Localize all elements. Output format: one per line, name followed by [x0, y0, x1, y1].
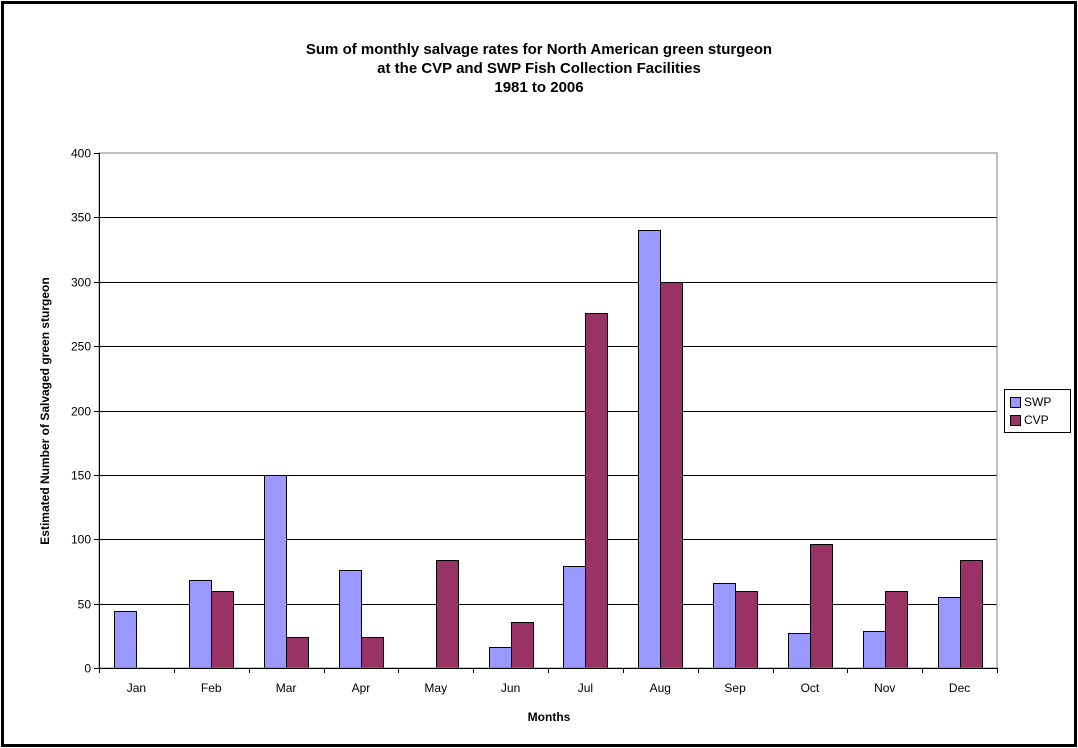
bar-swp-sep	[713, 583, 736, 669]
bar-swp-mar	[264, 475, 287, 669]
legend: SWP CVP	[1004, 389, 1071, 433]
bar-swp-jan	[114, 611, 137, 669]
y-tick-label: 200	[71, 405, 91, 419]
bar-cvp-apr	[361, 637, 384, 669]
bar-cvp-dec	[960, 560, 983, 669]
x-tick-label: Apr	[352, 681, 371, 695]
x-tick-labels: Jan Feb Mar Apr May Jun Jul Aug Sep Oct Nov Dec	[127, 681, 971, 695]
plot-area	[98, 152, 998, 669]
y-tick-labels: 0 50 100 150 200 250 300 350 400	[71, 147, 91, 676]
legend-label-swp: SWP	[1024, 395, 1052, 409]
x-tick-label: Sep	[724, 681, 746, 695]
bar-swp-aug	[638, 230, 661, 669]
bar-swp-jul	[563, 566, 586, 669]
y-tick-label: 150	[71, 469, 91, 483]
y-tick-label: 300	[71, 276, 91, 290]
bars	[114, 230, 983, 669]
x-tick-label: Nov	[874, 681, 895, 695]
y-tick-label: 350	[71, 211, 91, 225]
bar-cvp-mar	[286, 637, 309, 669]
y-tick-label: 50	[78, 598, 92, 612]
x-tick-label: Jan	[127, 681, 146, 695]
bar-cvp-aug	[660, 282, 683, 669]
x-tick-label: Aug	[650, 681, 671, 695]
bar-cvp-may	[436, 560, 459, 669]
bar-cvp-sep	[735, 591, 758, 669]
bar-swp-nov	[863, 631, 886, 669]
legend-item-cvp: CVP	[1010, 411, 1070, 429]
y-axis-title: Estimated Number of Salvaged green sturg…	[38, 277, 52, 544]
bar-swp-jun	[489, 647, 512, 669]
y-tick-label: 400	[71, 147, 91, 161]
bar-cvp-jul	[585, 313, 608, 669]
x-tick-label: Feb	[201, 681, 222, 695]
legend-item-swp: SWP	[1010, 393, 1070, 411]
chart-title: Sum of monthly salvage rates for North A…	[0, 40, 1078, 97]
y-tick-label: 0	[84, 662, 91, 676]
bar-swp-dec	[938, 597, 961, 669]
axes	[94, 152, 998, 673]
legend-label-cvp: CVP	[1024, 413, 1049, 427]
x-tick-label: Oct	[801, 681, 820, 695]
gridlines	[99, 217, 997, 605]
bar-swp-oct	[788, 633, 811, 669]
y-tick-label: 100	[71, 533, 91, 547]
bar-cvp-feb	[211, 591, 234, 669]
x-tick-label: Dec	[949, 681, 970, 695]
y-tick-label: 250	[71, 340, 91, 354]
legend-swatch-swp	[1010, 396, 1021, 408]
legend-swatch-cvp	[1010, 414, 1021, 426]
bar-cvp-oct	[810, 544, 833, 669]
x-tick-label: Jun	[501, 681, 520, 695]
bar-cvp-jun	[511, 622, 534, 669]
bar-cvp-nov	[885, 591, 908, 669]
bar-swp-feb	[189, 580, 212, 669]
x-tick-label: Jul	[578, 681, 593, 695]
x-tick-label: May	[424, 681, 447, 695]
bar-swp-apr	[339, 570, 362, 669]
x-axis-title: Months	[528, 710, 571, 724]
chart-title-line-3: 1981 to 2006	[494, 79, 584, 96]
x-tick-label: Mar	[276, 681, 297, 695]
chart-title-line-1: Sum of monthly salvage rates for North A…	[305, 41, 773, 58]
chart-title-line-2: at the CVP and SWP Fish Collection Facil…	[377, 60, 701, 77]
